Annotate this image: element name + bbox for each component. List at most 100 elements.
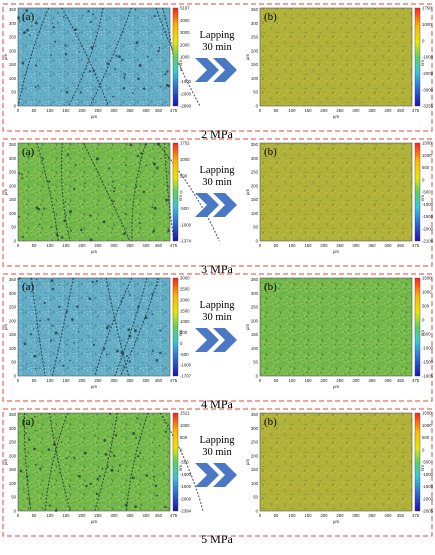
pit-mark [23,31,26,34]
pit-mark [57,22,59,24]
x-tick-label: 50 [274,243,279,248]
pit-mark [42,157,45,160]
y-tick-label: 200 [251,183,259,188]
x-tick-label: 400 [142,378,150,383]
x-tick-label: 475 [170,243,178,248]
y-axis-label: µm [3,459,8,465]
pit-mark [84,451,87,455]
y-tick-label: 50 [253,495,258,500]
pit-mark [112,190,116,193]
y-axis-label: µm [245,324,250,330]
pit-mark [28,438,31,441]
pit-mark [65,90,69,94]
y-tick-label: 200 [9,48,17,53]
colorbar-tick-label: 5197 [180,6,190,11]
chevron-icon [213,193,237,217]
colorbar-tick-label: 500 [422,435,430,440]
pit-mark [70,230,72,232]
x-tick-label: 150 [62,243,70,248]
colorbar-tick-label: -1500 [422,360,434,365]
pit-mark [18,215,20,218]
panel-right: (b) 0 50 100 150 200 250 300 350 µm 0 50 100 150 200 25… [245,276,434,389]
x-axis-label: µm [91,114,97,119]
colorbar-tick-label: 1000 [180,423,190,428]
panel-right: (b) 0 50 100 150 200 250 300 350 µm 0 50 100 150 200 25… [245,6,434,119]
x-axis-label: µm [333,519,339,524]
scratch-line [17,7,50,107]
scratch-line [156,142,220,242]
pit-mark [167,229,170,233]
x-axis-label: µm [333,114,339,119]
scratch-line [36,142,59,242]
pit-mark [50,339,52,342]
panel-label-right: (b) [264,416,277,428]
pit-mark [157,142,161,146]
pit-mark [25,432,27,434]
pit-mark [65,310,68,313]
pit-mark [122,365,124,367]
pit-mark [165,198,168,202]
x-tick-label: 450 [155,243,163,248]
y-tick-label: 350 [9,142,17,147]
pit-mark [118,464,121,467]
colorbar-tick-label: 1000 [180,319,190,324]
x-tick-label: 200 [320,108,328,113]
pit-mark [128,294,131,296]
pit-mark [136,154,140,158]
colorbar-tick-label: -1905 [422,374,434,379]
surface-map [259,7,413,107]
pit-mark [136,455,139,458]
colorbar-tick-label: 1500 [422,141,432,146]
arrow-label-process: Lapping [200,435,236,446]
pit-mark [89,214,92,217]
x-tick-label: 475 [170,513,178,518]
pit-mark [28,502,31,505]
x-tick-label: 250 [94,108,102,113]
y-tick-label: 350 [251,142,259,147]
x-tick-label: 300 [110,378,118,383]
pit-mark [129,360,131,363]
pit-mark [157,49,160,53]
colorbar-tick-label: -2890 [180,104,192,109]
pit-mark [64,52,68,56]
y-tick-label: 100 [9,346,17,351]
pit-mark [120,301,123,304]
pit-mark [71,318,74,321]
y-tick-label: 250 [251,440,259,445]
x-tick-label: 50 [32,243,37,248]
pit-mark [112,200,115,203]
pit-mark [23,342,27,346]
pit-mark [140,504,142,506]
chevron-icon [195,193,219,217]
x-tick-label: 150 [62,108,70,113]
panel-left: (a) 0 50 100 150 200 250 300 350 µm 0 50 100 150 200 25… [3,411,204,524]
colorbar-unit-label: nm [420,60,425,66]
y-axis-label: µm [245,54,250,60]
colorbar-tick-label: 1500 [422,411,432,416]
pit-mark [92,343,96,346]
pit-mark [106,466,109,469]
pit-mark [85,484,88,488]
pit-mark [63,219,66,223]
x-tick-label: 0 [17,243,20,248]
pit-mark [90,46,93,49]
colorbar-tick-label: -500 [422,190,431,195]
colorbar-tick-label: -1000 [180,472,192,477]
y-tick-label: 200 [9,318,17,323]
colorbar-tick-label: 1750 [422,6,432,11]
scratch-line [131,142,147,242]
y-tick-label: 300 [251,21,259,26]
colorbar-tick-label: 0 [422,177,425,182]
pit-mark [96,477,99,481]
pit-mark [144,316,148,320]
colorbar-tick-label: -1000 [180,79,192,84]
pit-mark [48,504,51,507]
pit-mark [21,177,23,180]
x-tick-label: 250 [336,513,344,518]
colorbar-unit-label: nm [420,330,425,336]
y-tick-label: 0 [14,509,17,514]
pit-mark [38,223,41,226]
pit-mark [131,476,135,480]
y-tick-label: 0 [14,374,17,379]
